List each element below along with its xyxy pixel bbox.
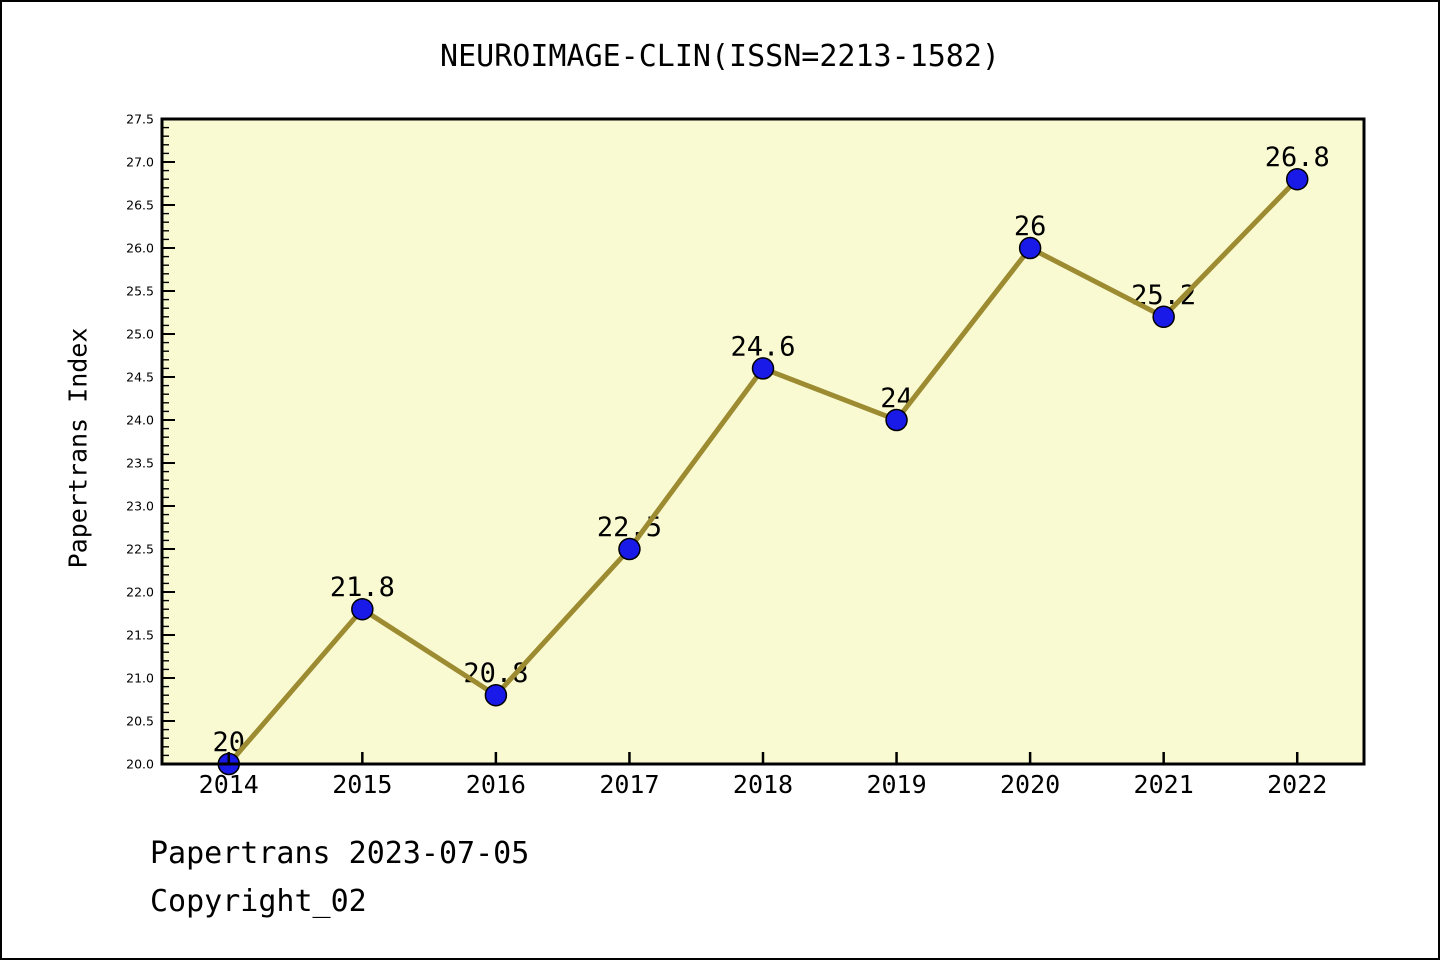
- data-point: [618, 537, 641, 561]
- data-point: [751, 357, 775, 380]
- x-tick-label: 2014: [199, 770, 259, 799]
- x-tick-label: 2018: [733, 770, 793, 799]
- x-tick-labels: 2014 2015 2016 2017 2018 2019 2020 2021 2022: [199, 770, 1328, 799]
- y-tick-label: 27.0: [126, 155, 154, 170]
- data-point: [1018, 236, 1042, 260]
- data-point: [1285, 167, 1309, 191]
- x-tick-label: 2021: [1134, 770, 1194, 799]
- data-point: [351, 597, 374, 621]
- y-tick-labels: 20.0 20.5 21.0 21.5 22.0 22.5 23.0 23.5 24.0 24.5…: [126, 112, 154, 772]
- x-tick-label: 2022: [1267, 770, 1327, 799]
- y-tick-label: 25.0: [126, 327, 154, 342]
- x-axis-ticks: [227, 752, 1299, 764]
- y-tick-label: 24.0: [126, 413, 154, 428]
- x-tick-label: 2015: [332, 770, 392, 799]
- y-tick-label: 26.0: [126, 241, 154, 256]
- data-point: [1152, 305, 1175, 329]
- y-tick-label: 26.5: [126, 198, 154, 213]
- y-tick-label: 20.5: [126, 714, 154, 729]
- x-tick-label: 2019: [866, 770, 926, 799]
- y-tick-label: 22.0: [126, 585, 154, 600]
- plot-frame: [160, 117, 1366, 766]
- data-points: [217, 167, 1309, 776]
- y-tick-label: 23.5: [126, 456, 154, 471]
- y-tick-label: 27.5: [126, 112, 154, 127]
- x-tick-label: 2016: [466, 770, 526, 799]
- x-tick-label: 2020: [1000, 770, 1060, 799]
- y-tick-label: 24.5: [126, 370, 154, 385]
- y-tick-label: 25.5: [126, 284, 154, 299]
- chart-title: NEUROIMAGE-CLIN(ISSN=2213-1582): [440, 39, 1000, 74]
- y-tick-label: 21.5: [126, 628, 154, 643]
- data-point: [484, 683, 508, 707]
- y-tick-label: 23.0: [126, 499, 154, 514]
- y-tick-label: 22.5: [126, 542, 154, 557]
- y-tick-label: 21.0: [126, 671, 154, 686]
- y-tick-label: 20.0: [126, 757, 154, 772]
- plot-background: [162, 119, 1364, 764]
- footer-source-date: Papertrans 2023-07-05: [150, 836, 530, 871]
- footer-copyright: Copyright_02: [150, 884, 367, 919]
- data-point: [885, 408, 908, 432]
- x-tick-label: 2017: [599, 770, 659, 799]
